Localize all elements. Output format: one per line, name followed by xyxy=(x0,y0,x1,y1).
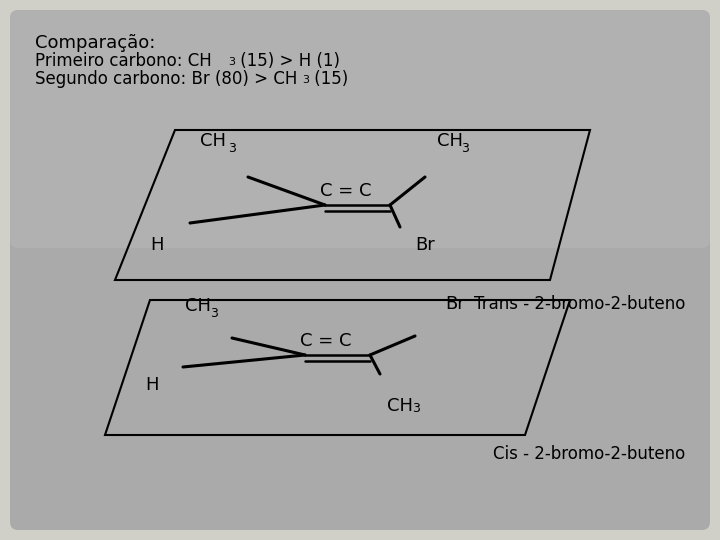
Text: H: H xyxy=(145,376,158,394)
Text: CH: CH xyxy=(185,297,211,315)
Text: Trans - 2-bromo-2-buteno: Trans - 2-bromo-2-buteno xyxy=(474,295,685,313)
Text: CH: CH xyxy=(200,132,226,150)
Text: (15): (15) xyxy=(309,70,348,88)
Text: (15) > H (1): (15) > H (1) xyxy=(235,52,340,70)
Text: Br: Br xyxy=(445,295,464,313)
Text: CH: CH xyxy=(387,397,413,415)
FancyBboxPatch shape xyxy=(10,10,710,530)
Text: 3: 3 xyxy=(461,142,469,155)
Text: Br: Br xyxy=(415,236,435,254)
Text: Segundo carbono: Br (80) > CH: Segundo carbono: Br (80) > CH xyxy=(35,70,297,88)
Text: C = C: C = C xyxy=(320,182,372,200)
Text: Primeiro carbono: CH: Primeiro carbono: CH xyxy=(35,52,212,70)
Text: 3: 3 xyxy=(210,307,218,320)
Text: Comparação:: Comparação: xyxy=(35,34,156,52)
Text: 3: 3 xyxy=(412,402,420,415)
Text: Cis - 2-bromo-2-buteno: Cis - 2-bromo-2-buteno xyxy=(492,445,685,463)
Text: 3: 3 xyxy=(228,142,236,155)
Text: CH: CH xyxy=(437,132,463,150)
Text: C = C: C = C xyxy=(300,332,351,350)
Text: H: H xyxy=(150,236,163,254)
Text: 3: 3 xyxy=(228,57,235,67)
Text: 3: 3 xyxy=(302,75,309,85)
FancyBboxPatch shape xyxy=(10,10,710,248)
